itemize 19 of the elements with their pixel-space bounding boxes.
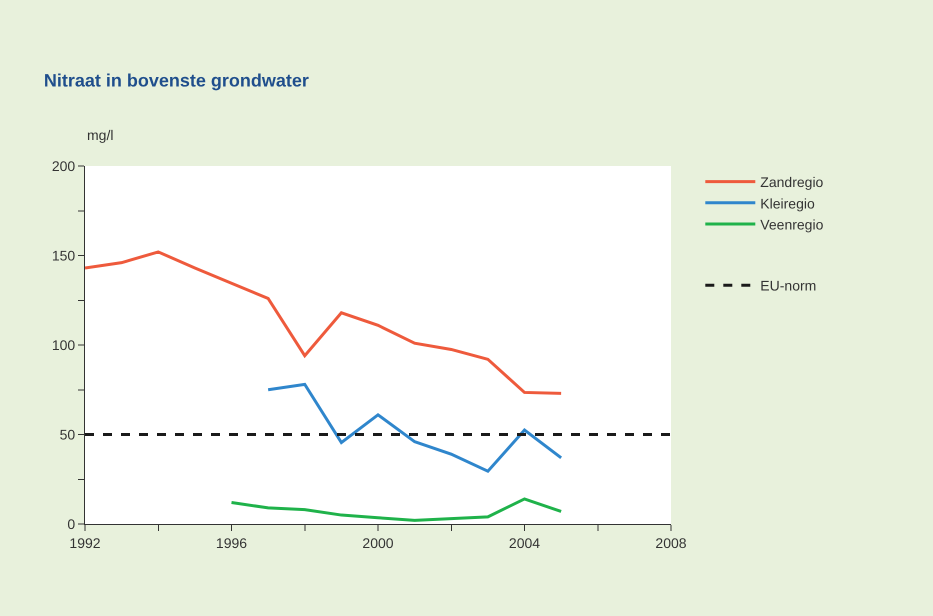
y-tick-label: 150 <box>52 247 76 264</box>
x-tick-label: 2008 <box>655 534 687 551</box>
x-tick-label: 2004 <box>508 534 540 551</box>
y-tick-label: 200 <box>52 158 76 174</box>
line-series <box>266 382 563 473</box>
legend-label: EU-norm <box>760 278 816 294</box>
legend-label: Kleiregio <box>760 195 815 212</box>
x-tick-label: 2000 <box>362 534 394 551</box>
y-tick-label: 0 <box>67 516 76 532</box>
chart-title: Nitraat in bovenste grondwater <box>44 70 309 91</box>
legend-label: Veenregio <box>760 216 824 232</box>
legend-label: Zandregio <box>760 174 824 190</box>
y-tick-label: 50 <box>60 426 76 442</box>
x-tick-label: 1992 <box>69 534 101 551</box>
y-axis-title: mg/l <box>87 127 114 143</box>
y-tick-label: 100 <box>52 336 76 353</box>
x-tick-label: 1996 <box>216 534 248 551</box>
line-series <box>230 497 563 522</box>
line-series <box>85 250 563 395</box>
